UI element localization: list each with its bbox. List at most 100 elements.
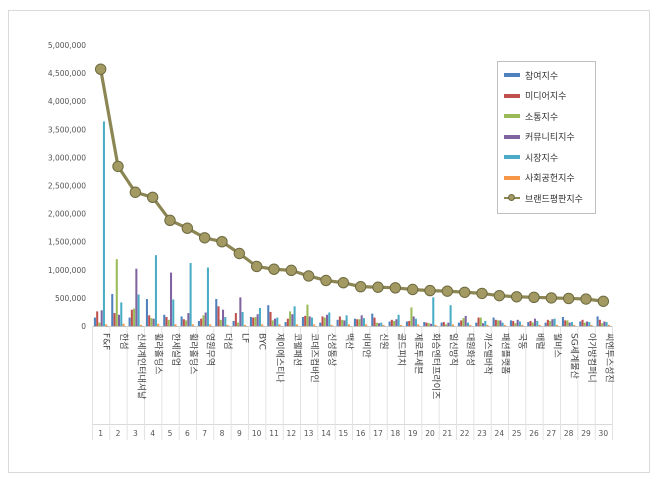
legend-item: 커뮤니티지수	[504, 130, 575, 144]
brand-reputation-point	[129, 186, 142, 198]
bar	[113, 313, 116, 326]
bar	[546, 319, 549, 326]
rank-label: 25	[512, 429, 522, 438]
category-label: 까스텔바작	[482, 333, 494, 374]
bar	[499, 320, 502, 326]
legend-item: 소통지수	[504, 109, 558, 123]
bar	[150, 318, 153, 326]
bar	[551, 319, 554, 326]
bar	[586, 321, 589, 326]
bar	[503, 324, 506, 326]
bar	[96, 311, 99, 326]
rank-label: 28	[564, 429, 574, 438]
brand-reputation-point	[337, 277, 350, 289]
rank-label: 21	[443, 429, 453, 438]
category-label: 더섬	[222, 333, 233, 350]
rank-label: 5	[168, 429, 173, 438]
brand-reputation-point	[216, 236, 228, 248]
rank-label: 7	[202, 429, 207, 438]
bar	[326, 314, 329, 326]
category-label: 국동	[517, 333, 528, 350]
legend-swatch	[504, 93, 520, 98]
brand-reputation-point	[389, 282, 402, 294]
category-label: 영원무역	[205, 333, 216, 366]
bar	[410, 307, 413, 326]
category-label: 휠라홀딩스	[187, 333, 199, 374]
bar	[154, 255, 157, 326]
bar	[518, 321, 521, 326]
bar	[605, 322, 608, 326]
bar	[405, 321, 408, 326]
bar	[378, 323, 381, 326]
rank-label: 3	[133, 429, 138, 438]
bar	[555, 324, 558, 326]
rank-label: 20	[425, 429, 435, 438]
bar	[130, 309, 133, 326]
bar	[187, 313, 190, 326]
bar	[128, 317, 131, 326]
brand-reputation-point	[580, 293, 592, 305]
category-label: 일신방직	[447, 333, 458, 366]
bar	[347, 324, 350, 326]
category-label: 제이에스티나	[274, 333, 285, 383]
legend-label: 사회공헌지수	[525, 174, 575, 184]
category-label: 아가방컴퍼니	[586, 333, 598, 383]
category-label: 비비안	[361, 333, 372, 358]
bar	[497, 320, 500, 326]
bar	[295, 324, 298, 326]
category-label: 배럴	[534, 333, 545, 350]
brand-reputation-point	[233, 247, 246, 260]
category-label: 휠라홀딩스	[153, 333, 165, 374]
bar	[412, 316, 415, 326]
brand-reputation-point	[302, 270, 315, 282]
brand-reputation-point	[441, 285, 454, 297]
bar	[237, 322, 240, 326]
category-label: BYC	[257, 333, 267, 350]
category-label: 월비스	[551, 333, 563, 358]
bar	[165, 317, 168, 326]
bar	[527, 322, 530, 326]
bar	[336, 319, 339, 326]
brand-reputation-point	[545, 292, 558, 304]
bar	[479, 317, 482, 326]
brand-reputation-point	[493, 289, 506, 302]
bar	[579, 321, 582, 326]
bar	[596, 316, 599, 326]
bar	[180, 316, 183, 326]
bar	[566, 320, 569, 326]
bar	[432, 297, 435, 326]
brand-reputation-point	[510, 291, 523, 303]
rank-label: 9	[237, 429, 242, 438]
legend-swatch	[504, 194, 520, 201]
bar	[197, 320, 200, 326]
bar	[449, 305, 452, 326]
rank-label: 10	[252, 429, 262, 438]
bar	[209, 324, 212, 326]
bar	[234, 313, 237, 326]
brand-reputation-point	[94, 63, 107, 75]
bar	[492, 317, 495, 326]
bar	[269, 311, 272, 326]
bar	[477, 317, 480, 326]
legend-swatch	[504, 73, 520, 77]
bar	[588, 322, 591, 326]
bar	[328, 312, 331, 326]
bar	[509, 320, 512, 326]
bar	[93, 317, 96, 326]
category-label: 백산	[343, 333, 354, 350]
brand-reputation-point	[181, 222, 194, 234]
bar	[544, 322, 547, 326]
rank-label: 13	[304, 429, 314, 438]
bar	[319, 322, 322, 326]
bar	[475, 322, 478, 326]
rank-label: 17	[373, 429, 383, 438]
y-tick-label: 5,000,000	[48, 41, 86, 50]
bar	[202, 315, 205, 326]
brand-reputation-point	[597, 295, 610, 307]
bar	[375, 322, 378, 326]
bar	[397, 314, 400, 326]
legend-item: 브랜드평판지수	[504, 191, 583, 205]
category-label: F&F	[101, 333, 111, 350]
bar	[414, 318, 417, 326]
